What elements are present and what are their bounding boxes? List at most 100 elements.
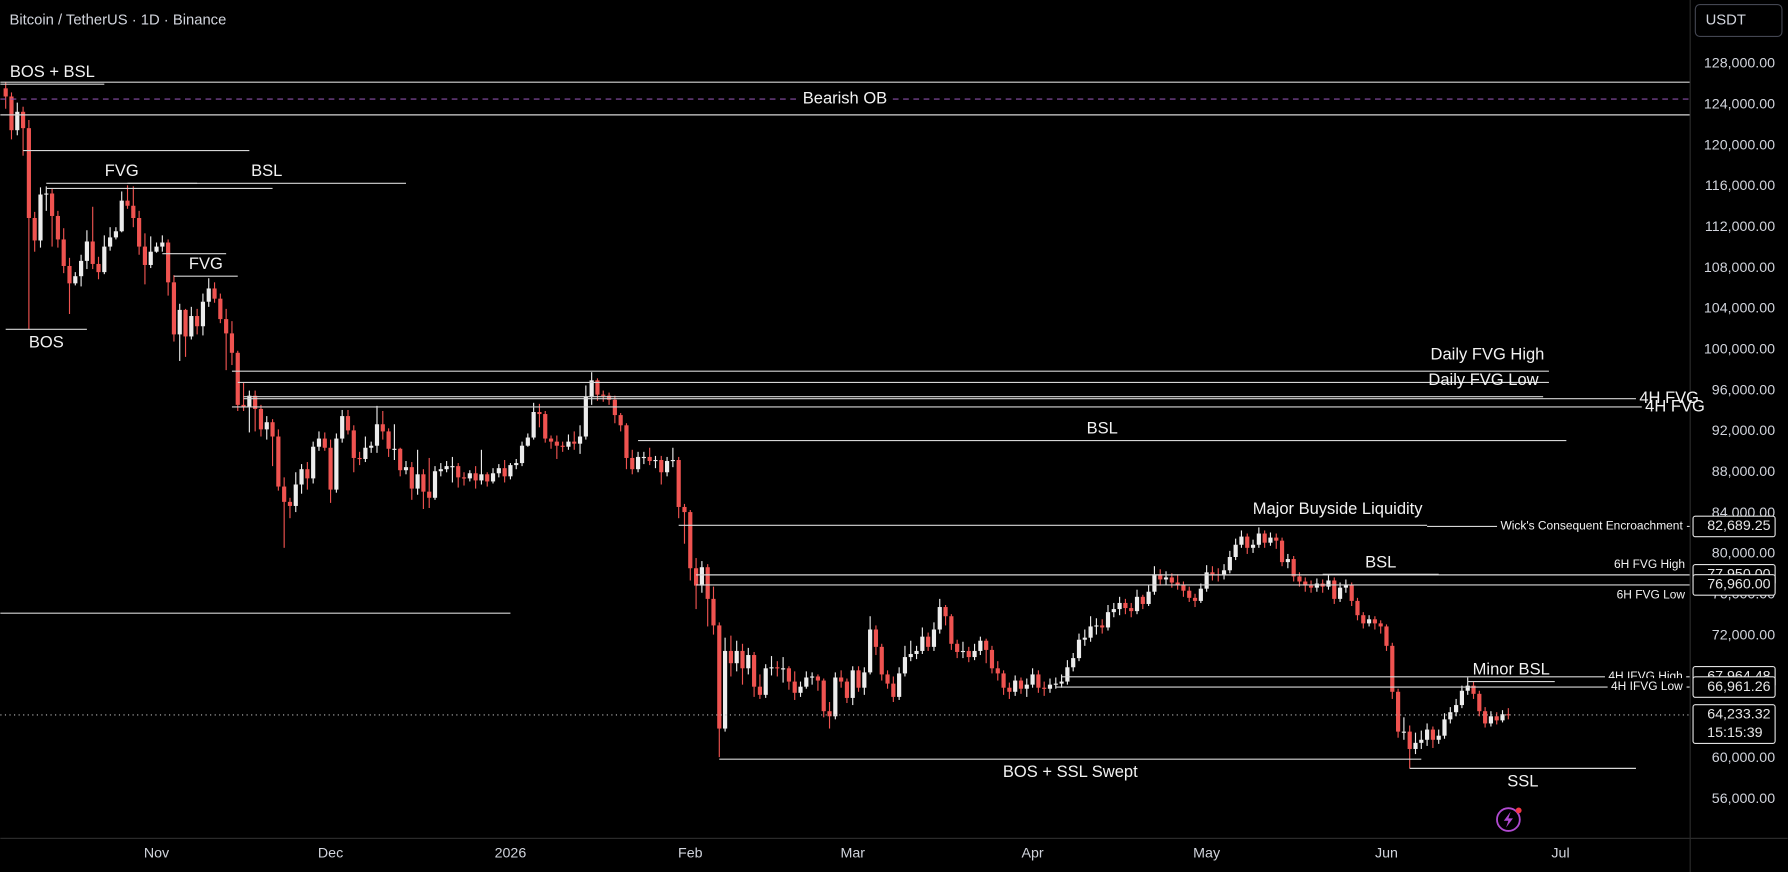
candle-body (392, 448, 397, 450)
alert-icon[interactable] (1496, 807, 1522, 832)
candle-body (1047, 684, 1053, 689)
candle-body (955, 643, 960, 652)
candle-body (357, 457, 362, 460)
candle-body (879, 646, 884, 675)
alert-icon-ring[interactable] (1496, 807, 1521, 832)
candle-body (386, 431, 391, 449)
candle-body (560, 445, 565, 447)
label-background (1607, 678, 1687, 695)
candle-body (345, 416, 351, 431)
candle-body (746, 655, 751, 669)
label-background (1497, 517, 1687, 534)
level-label: 6H FVG High (1614, 557, 1685, 571)
level-label: SSL (1507, 771, 1538, 790)
candle-body (781, 668, 786, 670)
level-label: 4H FVG (1639, 388, 1699, 407)
candle-body (717, 625, 722, 729)
candle-body (1175, 582, 1180, 585)
candle-body (1169, 577, 1174, 583)
candle-body (1436, 735, 1441, 740)
candle-body (432, 471, 438, 498)
candle-body (398, 448, 403, 471)
candle-body (9, 96, 14, 131)
candle-body (61, 239, 66, 266)
candle-body (1274, 537, 1279, 541)
candle-body (798, 686, 803, 693)
currency-button[interactable]: USDT (1694, 3, 1783, 38)
candle-body (543, 414, 548, 439)
x-tick-label: Jul (1551, 846, 1569, 862)
candle-body (131, 205, 136, 219)
candle-body (334, 438, 339, 490)
alert-icon-bolt[interactable] (1503, 811, 1513, 828)
y-tick-label: 56,000.00 (1712, 791, 1775, 807)
level-label: BOS (29, 332, 64, 351)
candle-body (50, 193, 55, 216)
candle-body (1465, 685, 1470, 691)
candle-body (1448, 712, 1453, 720)
candle-body (821, 680, 826, 712)
price-tag (1692, 676, 1776, 698)
candle-body (1146, 591, 1151, 604)
candle-body (1337, 587, 1343, 599)
candle-body (96, 263, 101, 273)
candle-body (374, 424, 380, 446)
candle-body (1430, 729, 1435, 740)
candle-body (960, 650, 966, 653)
candle-body (844, 681, 850, 698)
alert-icon-dot[interactable] (1515, 807, 1522, 814)
candle-body (299, 469, 304, 485)
y-tick-label: 80,000.00 (1712, 546, 1775, 562)
candle-body (728, 650, 733, 664)
candle-body (914, 650, 919, 655)
candle-body (926, 636, 931, 647)
y-tick-label: 120,000.00 (1704, 137, 1775, 153)
y-tick-label: 96,000.00 (1712, 382, 1775, 398)
countdown-label: 15:15:39 (1707, 725, 1762, 741)
candle-body (276, 436, 281, 487)
candle-body (1204, 572, 1209, 589)
candle-body (1024, 684, 1029, 689)
x-tick-label: Mar (840, 846, 865, 862)
candle-body (1221, 570, 1227, 576)
candle-body (908, 654, 913, 658)
currency-label[interactable]: USDT (1706, 12, 1746, 28)
x-tick-label: Feb (678, 846, 703, 862)
candle-body (885, 674, 890, 684)
currency-button-frame[interactable] (1694, 3, 1783, 38)
candle-body (630, 457, 635, 470)
level-label: Minor BSL (1473, 660, 1550, 679)
candle-body (711, 598, 716, 626)
candle-body (427, 491, 432, 498)
candle-body (171, 282, 177, 335)
candle-body (90, 241, 95, 264)
candle-body (850, 670, 855, 698)
candle-body (409, 467, 414, 489)
y-tick-label: 88,000.00 (1712, 464, 1775, 480)
candle-body (1187, 590, 1192, 598)
candle-body (1459, 690, 1464, 706)
plot-area: Bearish OB BOS + BSL FVG BSL FVG BOS Daily FVG… (0, 62, 1705, 790)
candle-body (740, 650, 745, 669)
candle-body (1256, 533, 1261, 545)
candle-body (1355, 600, 1360, 616)
candle-body (1129, 608, 1134, 612)
candle-body (723, 650, 728, 729)
candle-body (984, 640, 989, 650)
candle-body (566, 441, 571, 447)
candle-body (635, 456, 641, 470)
candle-body (647, 456, 652, 462)
candle-body (473, 473, 478, 481)
price-tag-label: 66,961.26 (1707, 679, 1770, 695)
candle-body (920, 636, 925, 651)
label-background (799, 87, 891, 109)
price-tag-label: 82,689.25 (1707, 518, 1770, 534)
candle-body (827, 711, 832, 717)
candle-body (183, 309, 188, 337)
x-tick-label: Jun (1375, 846, 1398, 862)
candle-body (1366, 619, 1372, 624)
candle-body (1297, 576, 1302, 582)
candle-body (79, 260, 84, 277)
